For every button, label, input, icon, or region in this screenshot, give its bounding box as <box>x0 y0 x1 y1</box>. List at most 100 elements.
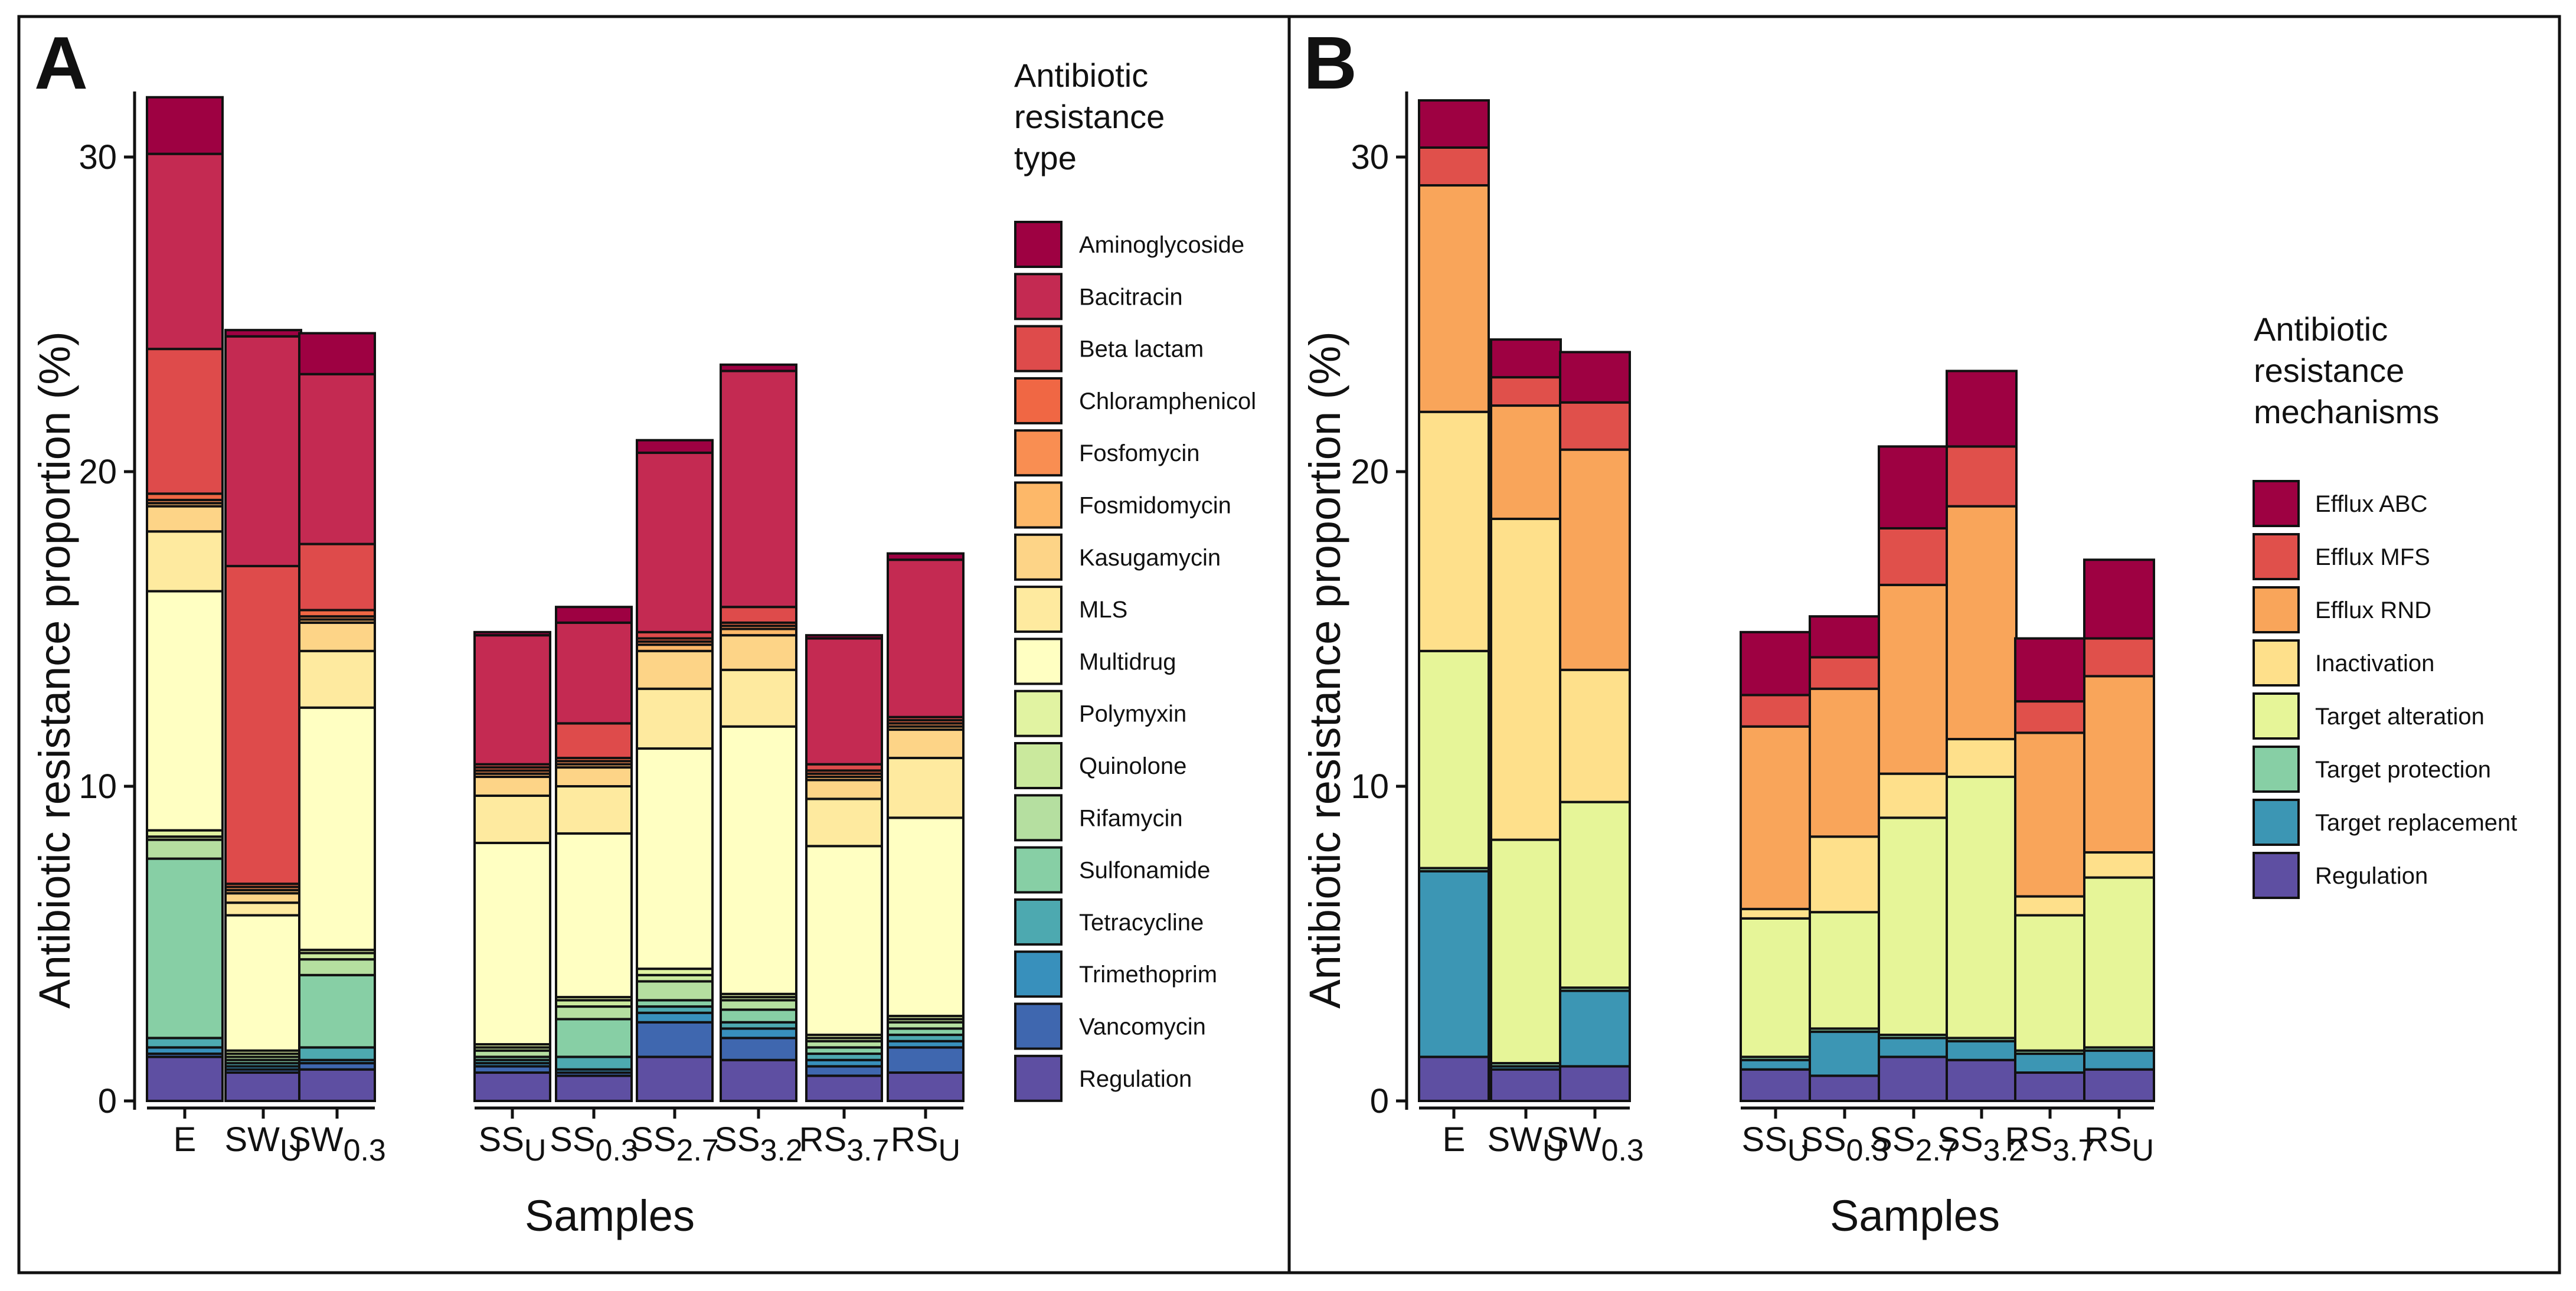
panel-a-legend-label-kasugamycin: Kasugamycin <box>1079 545 1221 571</box>
panel-a-legend-item-chloramphenicol: Chloramphenicol <box>1014 377 1256 424</box>
panel-b-segment-rsu-regulation <box>2083 1068 2155 1102</box>
panel-b-segment-ssu-inactivation <box>1740 907 1812 920</box>
panel-a-segment-swu-regulation <box>224 1071 302 1103</box>
panel-a-segment-ss2-7-multidrug <box>636 747 714 970</box>
panel-b-segment-ssu-target-alteration <box>1740 917 1812 1058</box>
panel-b-segment-sw0-3-target-replacement <box>1559 989 1631 1068</box>
panel-b-legend-key-regulation <box>2253 852 2300 899</box>
panel-b-segment-swu-efflux-rnd <box>1490 404 1562 520</box>
panel-b-segment-ssu-efflux-rnd <box>1740 725 1812 910</box>
panel-a-legend-item-polymyxin: Polymyxin <box>1014 689 1186 737</box>
panel-a-segment-sw0-3-aminoglycoside <box>298 332 376 375</box>
panel-a-segment-e-beta-lactam <box>146 348 224 495</box>
panel-b-segment-rs3-7-efflux-abc <box>2014 637 2086 703</box>
panel-b-segment-rs3-7-target-replacement <box>2014 1053 2086 1074</box>
panel-b-x-tick-label-ssu: SSU <box>1742 1120 1810 1168</box>
panel-b-segment-sw0-3-regulation <box>1559 1065 1631 1102</box>
panel-a-legend-title-line-3: type <box>1014 139 1077 177</box>
panel-a-segment-ssu-multidrug <box>473 841 551 1046</box>
panel-b-legend-key-efflux-rnd <box>2253 586 2300 633</box>
panel-b-segment-rsu-target-replacement <box>2083 1049 2155 1071</box>
panel-b-legend-title: Antibiotic resistance mechanisms <box>2254 311 2439 430</box>
panel-b-x-tick-label-rs3-7: RS3.7 <box>2005 1120 2096 1168</box>
panel-b-segment-swu-efflux-abc <box>1490 338 1562 379</box>
panel-a-segment-sw0-3-regulation <box>298 1068 376 1102</box>
panel-b-segment-swu-inactivation <box>1490 517 1562 841</box>
panel-b-segment-sw0-3-efflux-rnd <box>1559 448 1631 671</box>
panel-a-segment-ss0-3-aminoglycoside <box>555 606 633 624</box>
panel-a-x-tick-label-ss0-3: SS0.3 <box>550 1120 638 1168</box>
panel-b-letter: B <box>1303 21 1357 104</box>
panel-b-x-tick-label-ss0-3: SS0.3 <box>1800 1120 1889 1168</box>
panel-b-segment-rs3-7-regulation <box>2014 1071 2086 1103</box>
panel-a-segment-rsu-bacitracin <box>887 558 965 718</box>
panel-a-segment-rsu-kasugamycin <box>887 728 965 760</box>
panel-b-legend-label-efflux-mfs: Efflux MFS <box>2315 544 2430 570</box>
panel-b-segment-ssu-efflux-mfs <box>1740 694 1812 728</box>
panel-a-legend-key-quinolone <box>1014 742 1063 789</box>
panel-a-legend-title-line-2: resistance <box>1014 98 1165 135</box>
panel-a-legend-item-beta-lactam: Beta lactam <box>1014 325 1204 372</box>
panel-b-segment-ssu-target-replacement <box>1740 1058 1812 1071</box>
panel-b-segment-ssu-regulation <box>1740 1068 1812 1102</box>
panel-a-y-ticks: 0 10 20 30 <box>79 138 963 1120</box>
panel-b-segment-ss0-3-inactivation <box>1809 835 1881 914</box>
panel-b-segment-ss2-7-target-alteration <box>1878 816 1950 1037</box>
panel-b-x-axis-title: Samples <box>1830 1191 2000 1240</box>
panel-a-bar-rsu <box>887 552 965 1103</box>
panel-a-bar-rs3-7 <box>805 634 883 1102</box>
panel-b-segment-e-regulation <box>1418 1055 1490 1103</box>
panel-b-x-tick-label-sw0-3: SW0.3 <box>1546 1120 1644 1168</box>
panel-a-segment-sw0-3-sulfonamide <box>298 973 376 1049</box>
panel-b-segment-e-target-alteration <box>1418 649 1490 870</box>
panel-a-segment-e-aminoglycoside <box>146 96 224 155</box>
panel-a-segment-e-kasugamycin <box>146 505 224 533</box>
panel-a-legend-key-aminoglycoside <box>1014 221 1063 268</box>
panel-a-segment-ss3-2-multidrug <box>720 725 797 995</box>
panel-a-segment-e-sulfonamide <box>146 857 224 1040</box>
panel-a-segment-ss0-3-tetracycline <box>555 1055 633 1071</box>
panel-b-y-ticks: 0 10 20 30 <box>1351 138 2154 1120</box>
panel-b-segment-ss0-3-target-alteration <box>1809 911 1881 1030</box>
panel-b-segment-rs3-7-inactivation <box>2014 895 2086 917</box>
panel-a-segment-e-bacitracin <box>146 152 224 351</box>
panel-a-legend-label-mls: MLS <box>1079 597 1127 623</box>
panel-b-legend-key-target-alteration <box>2253 692 2300 740</box>
panel-a-segment-swu-aminoglycoside <box>224 329 302 338</box>
panel-a-legend-label-fosmidomycin: Fosmidomycin <box>1079 493 1231 519</box>
panel-b-x-tick-label-ss3-2: SS3.2 <box>1937 1120 2026 1168</box>
panel-a-legend-key-mls <box>1014 586 1063 633</box>
panel-a-legend-item-mls: MLS <box>1014 586 1127 633</box>
panel-b-segment-ssu-efflux-abc <box>1740 630 1812 697</box>
panel-b: B Antibiotic resistance proportion (%) S… <box>1287 15 2561 1274</box>
panel-a-segment-sw0-3-kasugamycin <box>298 621 376 652</box>
panel-a-segment-ss3-2-rifamycin <box>720 999 797 1011</box>
panel-a-segment-rs3-7-multidrug <box>805 845 883 1037</box>
panel-a-legend-key-polymyxin <box>1014 689 1063 737</box>
panel-a-segment-rs3-7-bacitracin <box>805 637 883 766</box>
panel-a-segment-e-multidrug <box>146 590 224 832</box>
panel-b-bar-rsu <box>2083 558 2155 1102</box>
panel-b-segment-ss0-3-efflux-rnd <box>1809 687 1881 838</box>
panel-a-segment-ss3-2-bacitracin <box>720 370 797 609</box>
panel-b-segment-ss2-7-target-replacement <box>1878 1037 1950 1058</box>
panel-a-y-tick-label-0: 0 <box>98 1082 117 1120</box>
panel-a-legend-label-quinolone: Quinolone <box>1079 753 1186 779</box>
panel-a-segment-ss3-2-sulfonamide <box>720 1008 797 1024</box>
panel-a-segment-swu-multidrug <box>224 914 302 1052</box>
panel-a-segment-ss3-2-aminoglycoside <box>720 363 797 372</box>
panel-a-legend-item-trimethoprim: Trimethoprim <box>1014 950 1217 998</box>
panel-a-legend-label-vancomycin: Vancomycin <box>1079 1014 1206 1040</box>
panel-a-legend-label-bacitracin: Bacitracin <box>1079 284 1183 310</box>
panel-b-legend-key-efflux-abc <box>2253 480 2300 527</box>
panel-a-x-tick-label-sw0-3: SW0.3 <box>288 1120 386 1168</box>
panel-b-segment-ss3-2-efflux-abc <box>1946 370 2018 448</box>
panel-a-segment-ss0-3-kasugamycin <box>555 766 633 788</box>
panel-a-segment-ss3-2-vancomycin <box>720 1037 797 1061</box>
panel-b-x-tick-label-rsu: RSU <box>2084 1120 2154 1168</box>
panel-b-y-axis-title: Antibiotic resistance proportion (%) <box>1300 331 1349 1009</box>
panel-b-segment-ss3-2-target-alteration <box>1946 776 2018 1040</box>
panel-a-segment-ss3-2-regulation <box>720 1058 797 1102</box>
panel-b-bar-ss3-2 <box>1946 370 2018 1102</box>
panel-a-x-axis-title: Samples <box>525 1191 695 1240</box>
